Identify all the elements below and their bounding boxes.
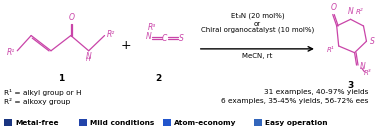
Text: S: S	[370, 37, 375, 46]
Text: Et₃N (20 mol%): Et₃N (20 mol%)	[231, 13, 284, 19]
Text: O: O	[68, 13, 74, 22]
Text: O: O	[330, 3, 336, 12]
Bar	[79, 120, 87, 126]
Text: or: or	[254, 21, 261, 27]
Text: N: N	[86, 52, 91, 61]
Bar	[254, 120, 262, 126]
Text: 31 examples, 40-97% yields: 31 examples, 40-97% yields	[264, 89, 369, 95]
Text: R¹: R¹	[327, 47, 335, 53]
Text: 2: 2	[155, 74, 161, 83]
Text: R¹ = alkyl group or H: R¹ = alkyl group or H	[5, 89, 82, 96]
Text: MeCN, rt: MeCN, rt	[242, 53, 273, 59]
Text: N: N	[348, 7, 353, 16]
Text: +: +	[121, 39, 132, 52]
Text: N: N	[145, 32, 151, 41]
Bar	[5, 120, 12, 126]
Text: C: C	[161, 34, 167, 43]
Text: N: N	[359, 63, 365, 71]
Text: Chiral organocatalyst (10 mol%): Chiral organocatalyst (10 mol%)	[201, 27, 314, 33]
Text: R²: R²	[356, 9, 363, 14]
Text: R¹: R¹	[7, 48, 15, 57]
Text: R³: R³	[148, 23, 156, 32]
Text: Easy operation: Easy operation	[265, 120, 328, 126]
Text: Metal-free: Metal-free	[15, 120, 59, 126]
Text: S: S	[178, 34, 183, 43]
Text: 1: 1	[58, 74, 64, 83]
Text: R² = alkoxy group: R² = alkoxy group	[5, 98, 71, 104]
Bar	[163, 120, 171, 126]
Text: R²: R²	[107, 30, 115, 39]
Text: 6 examples, 35-45% yields, 56-72% ees: 6 examples, 35-45% yields, 56-72% ees	[221, 98, 369, 104]
Text: Atom-economy: Atom-economy	[174, 120, 236, 126]
Text: H: H	[86, 57, 91, 62]
Text: 3: 3	[347, 81, 354, 90]
Text: R³: R³	[364, 70, 371, 76]
Text: Mild conditions: Mild conditions	[90, 120, 154, 126]
